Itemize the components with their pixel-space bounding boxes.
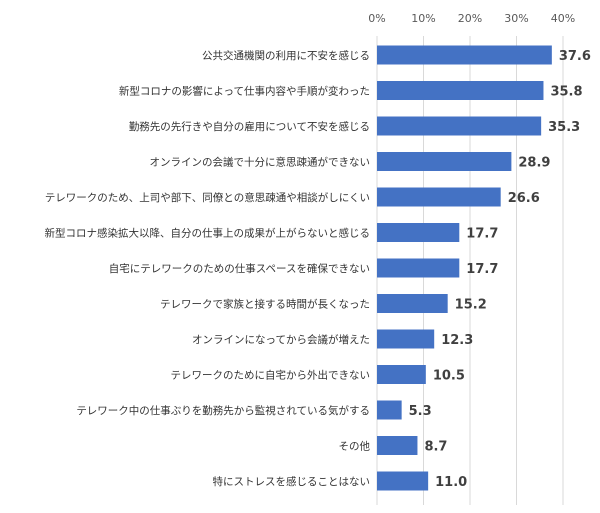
data-label: 28.9	[518, 156, 550, 171]
bar	[377, 187, 501, 207]
x-tick-label: 40%	[551, 12, 575, 25]
bar	[377, 329, 435, 349]
category-label: 自宅にテレワークのための仕事スペースを確保できない	[109, 262, 370, 275]
bar	[377, 294, 448, 313]
data-label: 35.3	[548, 120, 580, 135]
data-label: 35.8	[550, 85, 582, 100]
data-label: 8.7	[424, 440, 447, 455]
data-label: 37.6	[559, 49, 591, 64]
data-label: 17.7	[466, 262, 498, 277]
bars	[377, 45, 552, 491]
category-label: 勤務先の先行きや自分の雇用について不安を感じる	[129, 120, 370, 133]
bar	[377, 152, 512, 171]
category-label: その他	[339, 440, 371, 453]
data-label: 5.3	[409, 404, 432, 419]
x-tick-label: 10%	[411, 12, 435, 25]
data-label: 26.6	[508, 191, 540, 206]
bar	[377, 436, 418, 455]
data-label: 11.0	[435, 475, 467, 490]
bar	[377, 471, 429, 491]
category-label: 公共交通機関の利用に不安を感じる	[202, 49, 370, 62]
x-tick-label: 20%	[458, 12, 482, 25]
category-label: オンラインになってから会議が増えた	[192, 333, 370, 346]
bar	[377, 400, 402, 420]
x-axis-ticks: 0% 10% 20% 30% 40%	[368, 12, 575, 25]
data-label: 15.2	[455, 298, 487, 313]
bar	[377, 81, 544, 100]
bar	[377, 258, 460, 278]
data-label: 10.5	[433, 369, 465, 384]
category-label: テレワークのために自宅から外出できない	[171, 369, 371, 382]
category-label: 特にストレスを感じることはない	[213, 475, 371, 488]
category-label: 新型コロナ感染拡大以降、自分の仕事上の成果が上がらないと感じる	[45, 227, 371, 240]
category-label: テレワーク中の仕事ぶりを勤務先から監視されている気がする	[76, 404, 370, 417]
x-tick-label: 30%	[504, 12, 528, 25]
value-labels: 37.6 35.8 35.3 28.9 26.6 17.7 17.7 15.2 12.3 10.5…	[409, 49, 591, 490]
category-label: 新型コロナの影響によって仕事内容や手順が変わった	[119, 85, 370, 98]
gridlines	[376, 36, 564, 505]
data-label: 12.3	[441, 333, 473, 348]
category-labels: 公共交通機関の利用に不安を感じる新型コロナの影響によって仕事内容や手順が変わった…	[45, 49, 371, 488]
data-label: 17.7	[466, 227, 498, 242]
bar	[377, 223, 460, 242]
category-label: オンラインの会議で十分に意思疎通ができない	[150, 156, 371, 169]
bar	[377, 365, 426, 384]
x-tick-label: 0%	[368, 12, 385, 25]
bar	[377, 116, 542, 136]
category-label: テレワークのため、上司や部下、同僚との意思疎通や相談がしにくい	[45, 191, 370, 204]
category-label: テレワークで家族と接する時間が長くなった	[160, 298, 370, 311]
bar	[377, 45, 552, 65]
